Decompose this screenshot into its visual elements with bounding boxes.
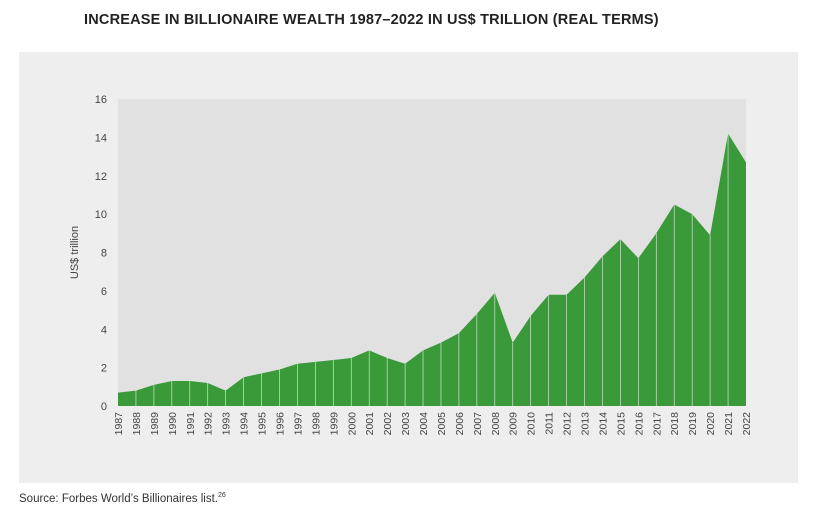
x-tick-label: 2010: [526, 412, 538, 436]
x-tick-label: 2017: [651, 412, 663, 436]
x-tick-label: 1998: [310, 412, 322, 436]
x-tick-label: 1999: [328, 412, 340, 436]
y-tick-label: 14: [95, 132, 107, 144]
x-tick-label: 2004: [418, 412, 430, 436]
x-tick-label: 2019: [687, 412, 699, 436]
y-axis-label: US$ trillion: [69, 226, 81, 279]
x-tick-label: 1996: [274, 412, 286, 436]
area-series: [118, 133, 746, 407]
y-tick-label: 8: [101, 248, 107, 260]
source-footnote: 26: [217, 492, 226, 499]
y-tick-label: 12: [95, 171, 107, 183]
y-axis: 0 2 4 6 8 10 12 14 16: [95, 94, 107, 413]
x-tick-label: 1988: [131, 412, 143, 436]
x-tick-label: 1995: [257, 412, 269, 436]
x-tick-label: 2016: [633, 412, 645, 436]
x-tick-label: 2014: [597, 412, 609, 436]
x-tick-label: 2020: [705, 412, 717, 436]
y-tick-label: 2: [101, 363, 107, 375]
x-tick-label: 2009: [508, 412, 520, 436]
y-tick-label: 6: [101, 286, 107, 298]
x-tick-label: 1997: [292, 412, 304, 436]
x-tick-label: 1992: [203, 412, 215, 436]
y-tick-label: 16: [95, 94, 107, 106]
x-tick-label: 1994: [239, 412, 251, 436]
x-tick-label: 2003: [400, 412, 412, 436]
x-tick-label: 2021: [723, 412, 735, 436]
x-axis: 1987 1988 1989 1990 1991 1992 1993 1994 1995 1996…: [113, 412, 753, 436]
x-tick-label: 2005: [436, 412, 448, 436]
x-tick-label: 2015: [615, 412, 627, 436]
x-tick-label: 1987: [113, 412, 125, 436]
x-tick-label: 2018: [669, 412, 681, 436]
x-tick-label: 2011: [544, 412, 556, 435]
x-tick-label: 2012: [562, 412, 574, 436]
x-tick-label: 2007: [472, 412, 484, 436]
x-tick-label: 2001: [364, 412, 376, 436]
x-tick-label: 1993: [221, 412, 233, 436]
x-tick-label: 2008: [490, 412, 502, 436]
y-tick-label: 4: [101, 324, 107, 336]
area-fill: [118, 133, 746, 407]
x-tick-label: 1991: [185, 412, 197, 436]
x-tick-label: 2022: [741, 412, 753, 436]
x-tick-label: 2000: [346, 412, 358, 436]
x-tick-label: 2013: [580, 412, 592, 436]
x-tick-label: 2002: [382, 412, 394, 436]
chart-title: INCREASE IN BILLIONAIRE WEALTH 1987–2022…: [84, 12, 659, 28]
y-tick-label: 10: [95, 209, 107, 221]
x-tick-label: 1989: [149, 412, 161, 436]
x-tick-label: 1990: [167, 412, 179, 436]
x-tick-label: 2006: [454, 412, 466, 436]
source-note: Source: Forbes World’s Billionaires list…: [19, 492, 226, 505]
source-text: Source: Forbes World’s Billionaires list…: [19, 492, 218, 505]
y-tick-label: 0: [101, 401, 107, 413]
